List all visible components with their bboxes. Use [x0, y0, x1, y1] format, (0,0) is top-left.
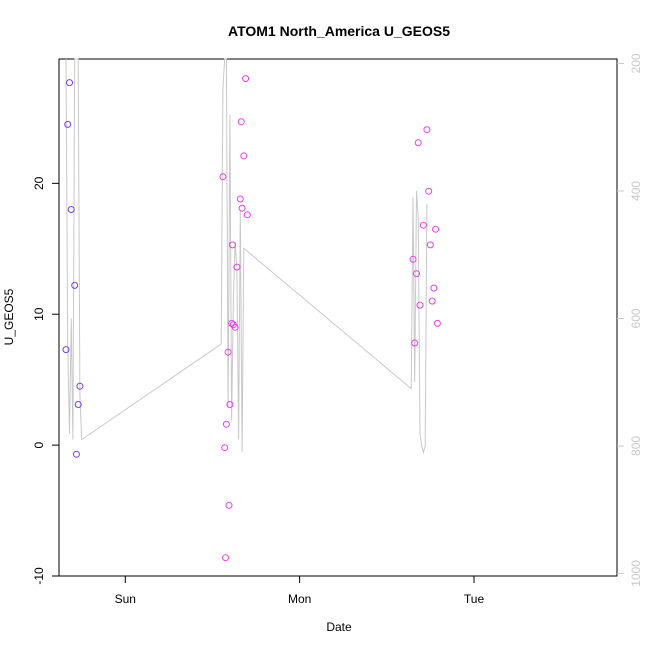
- x-tick-label: Mon: [288, 592, 311, 606]
- data-point: [62, 346, 70, 354]
- chart-title: ATOM1 North_America U_GEOS5: [228, 23, 450, 39]
- data-point: [416, 301, 424, 309]
- y-axis-label: U_GEOS5: [2, 288, 16, 345]
- data-point: [221, 444, 229, 452]
- pressure-line: [65, 58, 428, 455]
- data-point: [414, 139, 422, 147]
- data-point: [222, 554, 229, 562]
- data-point: [72, 450, 80, 458]
- data-point: [419, 221, 427, 229]
- data-point: [231, 323, 239, 331]
- data-point: [423, 126, 431, 134]
- data-point: [74, 401, 82, 408]
- data-point: [425, 187, 433, 195]
- x-tick-label: Tue: [464, 592, 485, 606]
- data-point: [236, 195, 244, 203]
- data-point: [432, 225, 440, 233]
- right-tick-label: 1000: [629, 560, 643, 587]
- data-point: [409, 255, 417, 263]
- data-point: [411, 339, 419, 347]
- y-tick-label: 10: [32, 307, 46, 321]
- series-line: [65, 58, 428, 455]
- data-point: [238, 204, 246, 212]
- data-point: [219, 173, 227, 181]
- data-point: [243, 211, 251, 219]
- data-point: [222, 420, 230, 428]
- data-point: [224, 348, 232, 356]
- right-tick-label: 800: [629, 436, 643, 456]
- data-point: [67, 206, 75, 213]
- right-tick-label: 200: [629, 53, 643, 73]
- data-point: [64, 120, 72, 128]
- data-point: [76, 382, 84, 390]
- data-point: [229, 241, 236, 249]
- data-point: [242, 75, 250, 83]
- data-point: [428, 297, 436, 305]
- data-point: [225, 501, 233, 509]
- y-axis: -10 0 10 20: [32, 176, 59, 585]
- data-point: [240, 152, 248, 160]
- data-points: [62, 75, 441, 562]
- right-tick-label: 400: [629, 181, 643, 201]
- y-tick-label: -10: [32, 567, 46, 585]
- data-point: [233, 263, 241, 271]
- data-point: [413, 270, 420, 278]
- data-point: [228, 319, 236, 327]
- y-tick-label: 20: [32, 176, 46, 190]
- data-point: [71, 281, 79, 289]
- right-tick-label: 600: [629, 308, 643, 328]
- data-point: [430, 284, 438, 292]
- x-axis-label: Date: [326, 620, 352, 634]
- data-point: [66, 79, 73, 87]
- right-axis: 200 400 600 800 1000: [617, 53, 643, 587]
- x-tick-label: Sun: [115, 592, 136, 606]
- data-point: [433, 319, 441, 327]
- y-tick-label: 0: [32, 441, 46, 448]
- data-point: [226, 401, 234, 408]
- plot-frame: [58, 58, 618, 577]
- data-point: [426, 241, 434, 249]
- data-point: [237, 118, 245, 126]
- x-axis: Sun Mon Tue: [115, 576, 485, 606]
